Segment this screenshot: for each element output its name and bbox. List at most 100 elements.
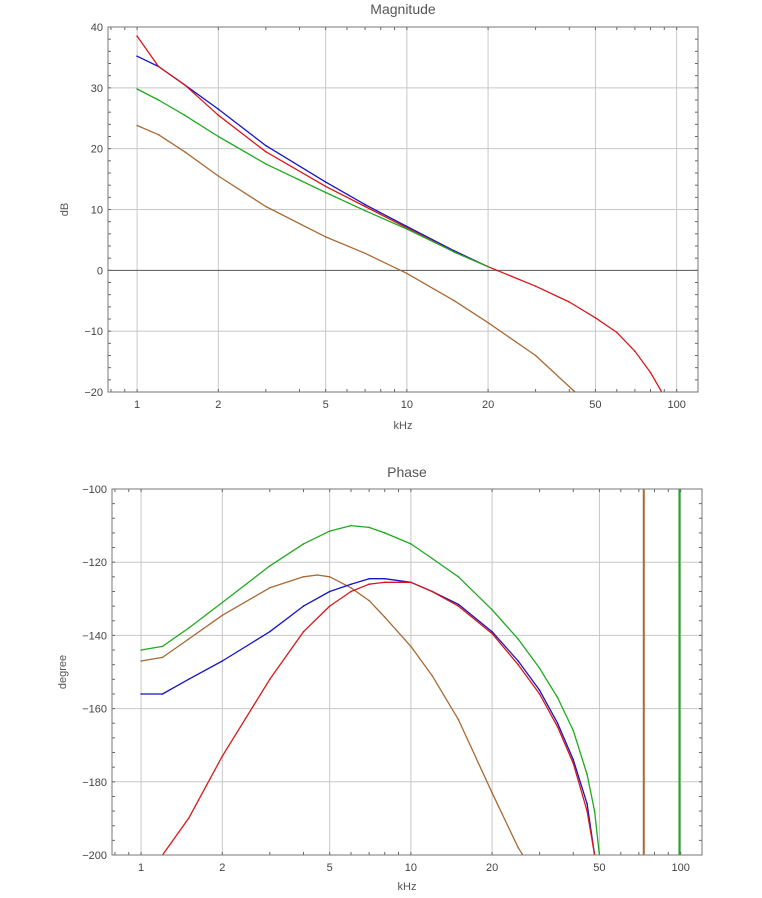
series-point [350, 590, 352, 593]
series-group [140, 489, 681, 855]
series-point [649, 371, 652, 374]
series-point [187, 638, 190, 640]
series-point [593, 810, 596, 812]
series-point [183, 84, 186, 86]
series-line [140, 574, 524, 855]
y-tick-label: 10 [91, 205, 103, 217]
series-point [221, 614, 224, 617]
series-point [517, 846, 519, 849]
series-point [368, 577, 370, 580]
y-axis-label: dB [59, 203, 71, 216]
series-point [350, 587, 352, 589]
series-point [328, 530, 331, 532]
series-point [491, 792, 493, 794]
series-point [594, 317, 597, 319]
x-axis-label: kHz [394, 420, 413, 432]
series-point [324, 191, 327, 194]
series-point [572, 759, 575, 761]
series-point [136, 88, 138, 90]
series-group [136, 35, 663, 392]
y-tick-label: −120 [82, 557, 107, 569]
y-tick-label: 20 [91, 144, 103, 156]
series-point [187, 678, 190, 681]
series-point [568, 301, 571, 303]
series-point [431, 557, 434, 560]
series-point [136, 35, 138, 37]
series-point [221, 660, 224, 662]
magnitude-chart: 1 2 5 10 20 50 100403020100−10−20MagnitudekHzd… [59, 1, 699, 432]
chart-title: Magnitude [370, 1, 436, 17]
series-point [302, 605, 305, 607]
series-point [556, 726, 559, 728]
y-tick-label: −100 [82, 484, 107, 496]
series-point [265, 163, 267, 165]
series-point [217, 114, 220, 116]
series-point [183, 150, 186, 153]
x-tick-label: 50 [589, 399, 601, 411]
series-point [586, 803, 588, 805]
series-point [538, 689, 541, 692]
series-point [161, 656, 164, 659]
series-point [350, 583, 352, 585]
series-line [161, 581, 596, 855]
y-tick-label: 30 [91, 83, 103, 95]
series-point [586, 773, 588, 776]
series-point [534, 285, 537, 288]
series-point [328, 590, 331, 593]
series-point [457, 718, 460, 721]
y-tick-label: −20 [84, 387, 103, 399]
series-point [487, 265, 489, 268]
series-point [572, 762, 575, 765]
y-tick-label: −200 [82, 850, 107, 862]
y-tick-label: −10 [84, 326, 103, 338]
series-point [187, 817, 190, 820]
series-point [221, 601, 224, 604]
y-axis-label: degree [57, 655, 69, 689]
series-point [217, 175, 220, 177]
series-point [187, 627, 190, 629]
series-point [431, 590, 434, 593]
series-point [410, 543, 412, 545]
series-point [406, 228, 408, 230]
series-point [406, 272, 408, 275]
y-tick-label: 40 [91, 22, 103, 34]
series-point [140, 693, 142, 695]
series-point [634, 350, 636, 353]
series-point [453, 300, 456, 302]
series-point [350, 524, 352, 527]
x-tick-label: 100 [671, 862, 689, 874]
series-point [517, 638, 519, 640]
series-point [269, 565, 271, 567]
series-point [364, 203, 366, 206]
x-tick-label: 5 [323, 399, 329, 411]
series-point [140, 660, 142, 662]
series-line [141, 578, 596, 855]
series-point [217, 108, 220, 110]
series-point [491, 632, 493, 635]
series-point [136, 55, 138, 57]
series-point [491, 609, 493, 611]
series-point [487, 321, 489, 324]
series-point [316, 574, 319, 576]
x-tick-label: 2 [219, 862, 225, 874]
series-point [217, 135, 220, 138]
series-point [538, 667, 541, 670]
x-tick-label: 10 [405, 862, 417, 874]
series-line [140, 524, 601, 855]
series-point [302, 543, 305, 545]
series-point [364, 252, 366, 255]
x-tick-label: 50 [593, 862, 605, 874]
series-point [368, 599, 370, 602]
y-tick-label: 0 [97, 265, 103, 277]
series-point [265, 205, 267, 208]
series-point [140, 649, 142, 651]
series-point [269, 630, 271, 633]
x-tick-label: 100 [667, 399, 685, 411]
series-point [161, 693, 164, 695]
series-point [457, 603, 460, 606]
series-point [157, 99, 160, 101]
series-point [324, 181, 327, 183]
series-point [410, 581, 412, 584]
plot-frame [111, 488, 703, 856]
series-point [556, 722, 559, 724]
